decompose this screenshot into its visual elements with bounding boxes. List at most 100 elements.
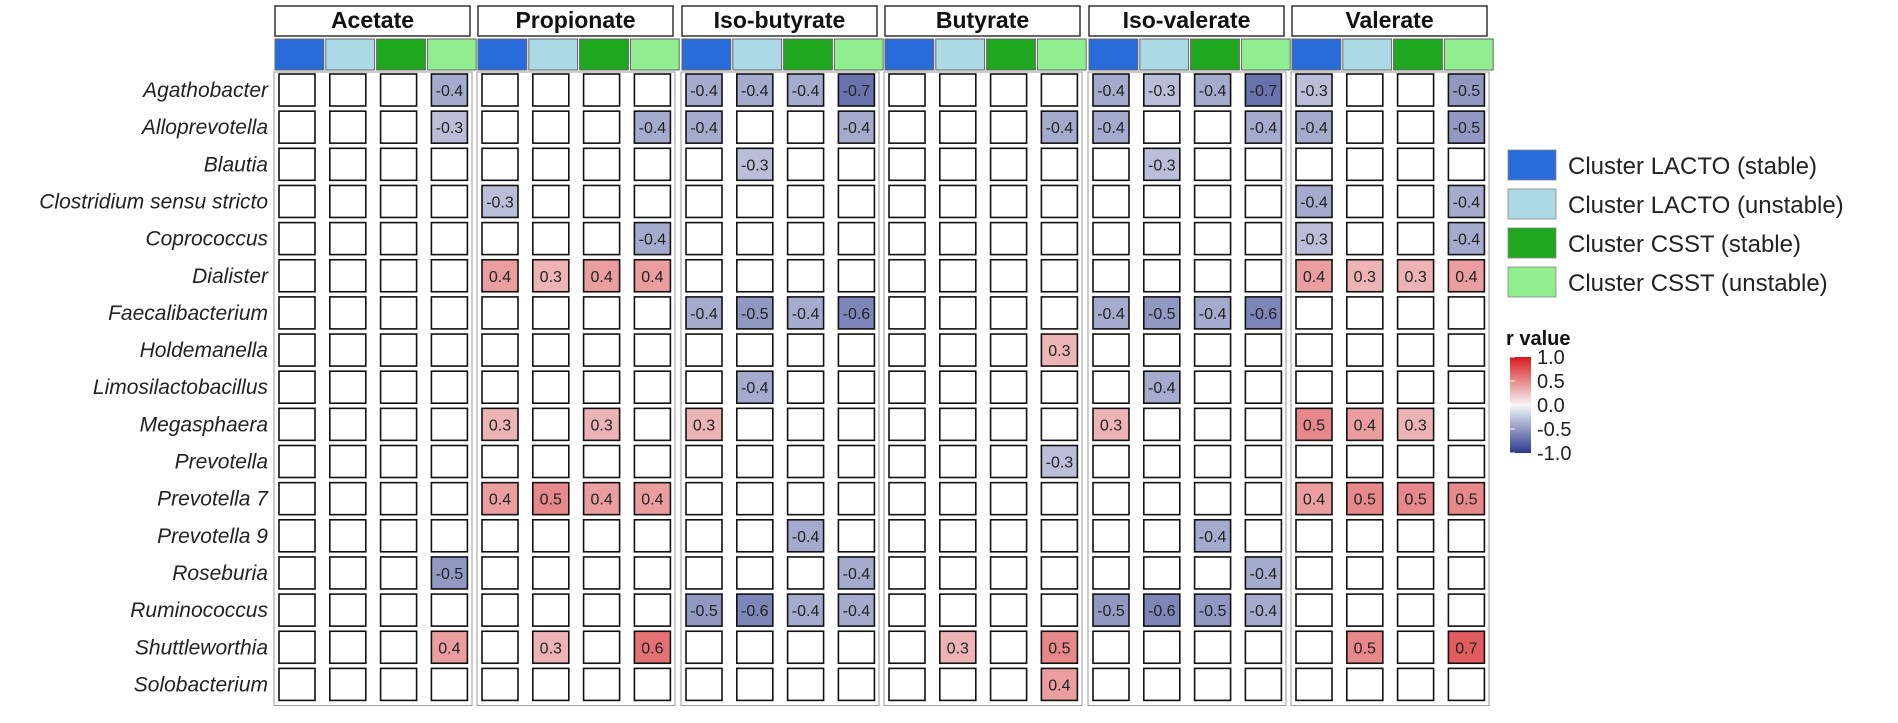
heatmap-cell (1244, 110, 1283, 144)
heatmap-cell (328, 444, 367, 479)
cell-value-label: -0.5 (741, 306, 769, 323)
heatmap-cell (1396, 73, 1435, 107)
heatmap-cell (430, 370, 469, 405)
heatmap-cell (888, 593, 926, 627)
heatmap-cell (328, 184, 367, 219)
heatmap-cell (1092, 630, 1130, 665)
heatmap-cell (633, 370, 672, 405)
cell-value-label: 0.4 (1455, 269, 1477, 286)
heatmap-cell (481, 556, 519, 590)
row-label: Megasphaera (140, 413, 268, 436)
heatmap-cell (888, 444, 926, 479)
heatmap-cell (1193, 258, 1232, 293)
heatmap-cell (1295, 630, 1333, 665)
heatmap-cell (837, 370, 876, 405)
cluster-strip-cell (1240, 38, 1291, 71)
cell-value-label: 0.6 (641, 640, 663, 657)
cell-value-label: -0.4 (1199, 83, 1227, 100)
heatmap-cell (1040, 518, 1079, 553)
heatmap-cell (989, 333, 1028, 367)
heatmap-cell (989, 556, 1028, 590)
heatmap-cell (989, 481, 1028, 516)
heatmap-cell (531, 147, 570, 182)
cell-value-label: -0.5 (1148, 306, 1176, 323)
cell-value-label: -0.4 (1199, 529, 1227, 546)
heatmap-cell (989, 221, 1028, 256)
heatmap-cell (888, 296, 926, 330)
legend-swatch (1507, 149, 1557, 181)
heatmap-cell (685, 518, 723, 553)
cluster-strip-cell (1443, 38, 1494, 71)
heatmap-cell (1092, 556, 1130, 590)
heatmap-cell (1143, 296, 1181, 330)
heatmap-cell (582, 407, 621, 442)
heatmap-cell (379, 518, 418, 553)
heatmap-cell (786, 630, 825, 665)
heatmap-cell (1346, 481, 1384, 516)
heatmap-cell (1040, 444, 1079, 479)
heatmap-cell (1346, 518, 1384, 553)
heatmap-cell (938, 110, 977, 144)
heatmap-cell (938, 296, 977, 330)
heatmap-cell (1447, 407, 1486, 442)
heatmap-cell (582, 184, 621, 219)
heatmap-cell (938, 370, 977, 405)
heatmap-cell (735, 258, 774, 293)
heatmap-cell (1092, 73, 1130, 107)
cell-value-label: -0.4 (690, 120, 718, 137)
heatmap-cell (582, 593, 621, 627)
heatmap-cell (633, 481, 672, 516)
heatmap-cell (633, 444, 672, 479)
heatmap-cell (735, 333, 774, 367)
heatmap-cell (430, 630, 469, 665)
heatmap-cell (1193, 221, 1232, 256)
heatmap-cell (582, 333, 621, 367)
heatmap-cell (633, 630, 672, 665)
heatmap-cell (735, 630, 774, 665)
heatmap-cell (735, 556, 774, 590)
heatmap-cell (786, 481, 825, 516)
cluster-strip-cell (426, 38, 477, 71)
heatmap-cell (582, 444, 621, 479)
heatmap-cell (1040, 333, 1079, 367)
panel-title-box-4 (1088, 5, 1285, 37)
heatmap-cell (837, 147, 876, 182)
heatmap-cell (481, 73, 519, 107)
cell-value-label: -0.4 (792, 306, 820, 323)
heatmap-cell (1346, 556, 1384, 590)
cell-value-label: -0.6 (1148, 603, 1176, 620)
heatmap-cell (786, 518, 825, 553)
heatmap-cell (1295, 147, 1333, 182)
heatmap-cell (1295, 407, 1333, 442)
heatmap-cell (685, 73, 723, 107)
heatmap-cell (1244, 481, 1283, 516)
heatmap-cell (1295, 184, 1333, 219)
heatmap-cell (735, 370, 774, 405)
heatmap-cell (531, 221, 570, 256)
heatmap-cell (531, 184, 570, 219)
cell-value-label: 0.4 (1303, 492, 1325, 509)
cluster-strip-cell (1036, 38, 1087, 71)
heatmap-cell (531, 444, 570, 479)
cell-value-label: -0.3 (1148, 83, 1176, 100)
heatmap-cell (735, 444, 774, 479)
heatmap-cell (481, 110, 519, 144)
cell-value-label: 0.5 (1354, 492, 1376, 509)
cell-value-label: -0.6 (741, 603, 769, 620)
heatmap-cell (989, 110, 1028, 144)
heatmap-cell (735, 296, 774, 330)
heatmap-cell (888, 481, 926, 516)
heatmap-cell (379, 630, 418, 665)
cell-value-label: 0.3 (947, 640, 969, 657)
heatmap-cell (685, 184, 723, 219)
heatmap-cell (685, 407, 723, 442)
cell-value-label: 0.3 (590, 417, 612, 434)
heatmap-cell (1346, 630, 1384, 665)
cluster-strip-cell (629, 38, 680, 71)
cell-value-label: -0.4 (741, 380, 769, 397)
heatmap-cell (1143, 370, 1181, 405)
heatmap-cell (278, 407, 316, 442)
heatmap-cell (328, 333, 367, 367)
legend-swatch (1507, 188, 1557, 220)
heatmap-cell (481, 184, 519, 219)
